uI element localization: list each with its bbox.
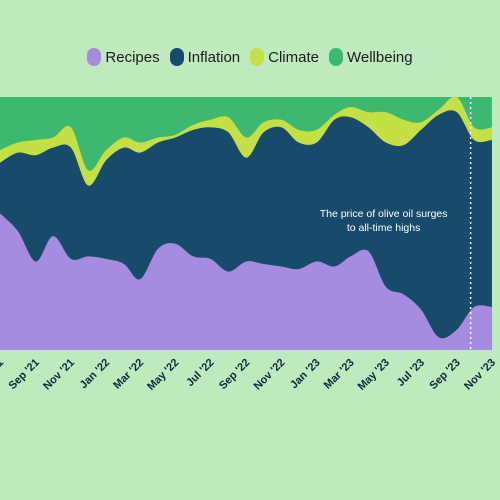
- area-recipes: [0, 213, 492, 350]
- x-tick-label: Mar '22: [111, 357, 146, 392]
- x-tick-label: Sep '23: [427, 357, 462, 392]
- x-tick-label: Sep '22: [217, 357, 252, 392]
- x-tick-label: Jul '21: [0, 357, 6, 389]
- legend-label-climate: Climate: [268, 48, 319, 66]
- x-tick-label: Nov '22: [252, 357, 288, 393]
- legend: Recipes Inflation Climate Wellbeing: [0, 48, 500, 66]
- annotation-text-line-1: The price of olive oil surges: [320, 208, 448, 220]
- x-tick-label: Jul '22: [184, 357, 216, 389]
- x-tick-label: Jan '23: [288, 357, 323, 392]
- legend-label-inflation: Inflation: [187, 48, 241, 66]
- legend-swatch-recipes: [87, 48, 102, 66]
- annotation-layer: The price of olive oil surges to all-tim…: [320, 97, 472, 350]
- legend-label-recipes: Recipes: [105, 48, 160, 66]
- x-tick-label: May '23: [356, 357, 392, 393]
- legend-swatch-inflation: [169, 48, 184, 66]
- x-tick-label: Nov '21: [41, 357, 77, 393]
- x-tick-label: Nov '23: [462, 357, 498, 393]
- legend-item-inflation[interactable]: Inflation: [169, 48, 241, 66]
- area-layers: [0, 96, 492, 351]
- x-tick-label: Jan '22: [78, 357, 113, 392]
- legend-item-wellbeing[interactable]: Wellbeing: [329, 48, 413, 66]
- x-tick-label: Sep '21: [6, 357, 41, 392]
- x-tick-label: May '22: [145, 357, 181, 393]
- legend-label-wellbeing: Wellbeing: [347, 48, 413, 66]
- x-tick-label: Mar '23: [322, 357, 357, 392]
- legend-swatch-climate: [250, 48, 265, 66]
- x-tick-label: Jul '23: [395, 357, 427, 389]
- annotation-text-line-2: to all-time highs: [347, 222, 421, 234]
- legend-swatch-wellbeing: [329, 48, 343, 66]
- legend-item-climate[interactable]: Climate: [250, 48, 319, 66]
- legend-item-recipes[interactable]: Recipes: [87, 48, 160, 66]
